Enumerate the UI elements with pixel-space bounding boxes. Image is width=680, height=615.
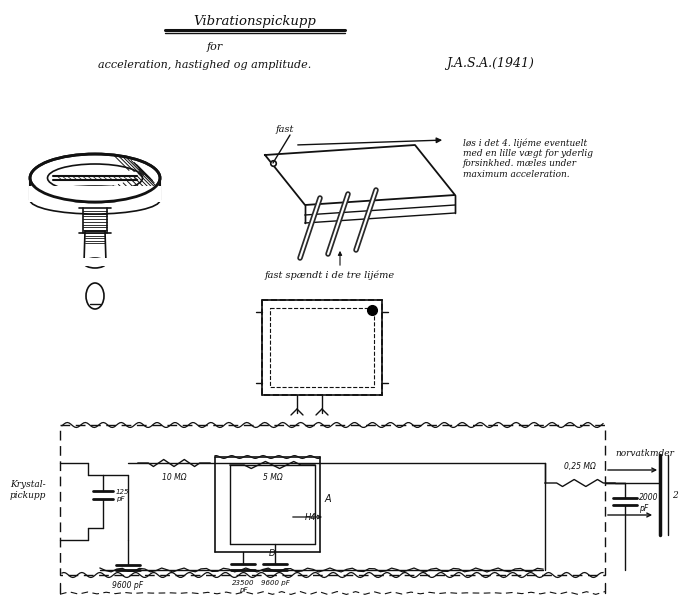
Text: løs i det 4. lijéme eventuelt
med en lille vægt for yderlig
forsinkhed. mæles un: løs i det 4. lijéme eventuelt med en lil… (463, 138, 593, 179)
Bar (262, 300, 382, 395)
Text: norvatkmder: norvatkmder (615, 448, 674, 458)
Bar (83, 258, 107, 266)
Text: 0,25 MΩ: 0,25 MΩ (564, 462, 596, 471)
Bar (60, 425, 605, 575)
Text: Krystal-
pickupp: Krystal- pickupp (10, 480, 46, 500)
Text: 10 MΩ: 10 MΩ (162, 473, 186, 482)
Text: A: A (325, 494, 332, 504)
Text: acceleration, hastighed og amplitude.: acceleration, hastighed og amplitude. (99, 60, 311, 70)
Text: Vibrationspickupp: Vibrationspickupp (194, 15, 316, 28)
Text: 9600 pF: 9600 pF (112, 581, 143, 590)
Text: for: for (207, 42, 223, 52)
Text: fast spændt i de tre lijéme: fast spændt i de tre lijéme (265, 270, 395, 280)
Text: H4: H4 (305, 512, 316, 522)
Text: 2 MΩ: 2 MΩ (672, 491, 680, 499)
Text: 9600 pF: 9600 pF (260, 580, 290, 586)
Bar (270, 308, 374, 387)
Text: 2000
pF: 2000 pF (639, 493, 658, 513)
Text: 5 MΩ: 5 MΩ (262, 473, 282, 482)
Text: fast: fast (276, 125, 294, 135)
Bar (29, 186, 161, 202)
Text: D: D (269, 549, 275, 558)
Text: J.A.S.A.(1941): J.A.S.A.(1941) (446, 57, 534, 69)
Text: 125
pF: 125 pF (116, 488, 129, 501)
Text: 23500
pF: 23500 pF (232, 580, 254, 593)
